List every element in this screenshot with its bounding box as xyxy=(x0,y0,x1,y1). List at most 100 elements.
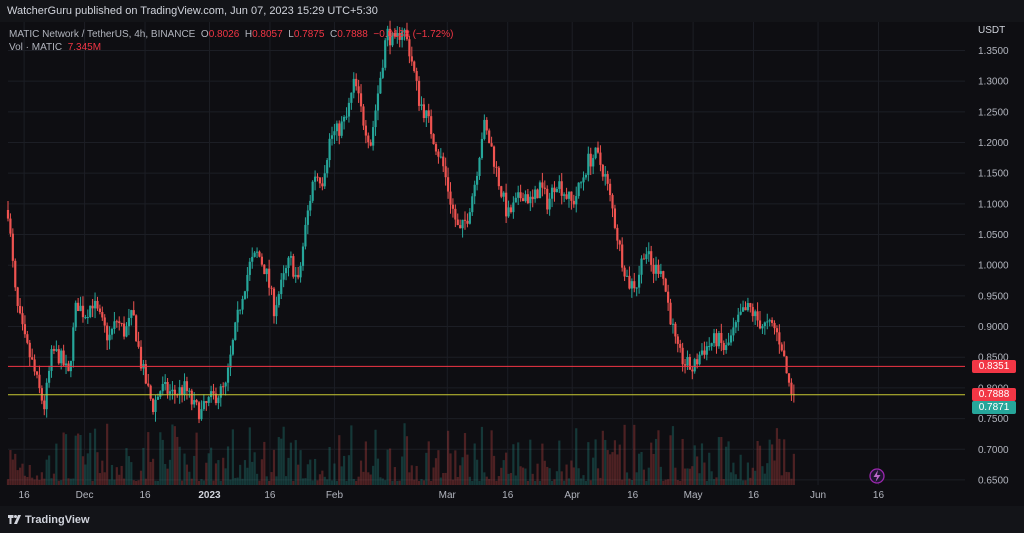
candle-body xyxy=(35,371,39,375)
volume-bar xyxy=(444,472,447,485)
candle-body xyxy=(705,346,708,355)
volume-bar xyxy=(16,470,19,485)
candle-body xyxy=(434,144,438,152)
volume-bar xyxy=(749,477,752,485)
volume-row: Vol · MATIC 7.345M xyxy=(9,41,453,54)
volume-bar xyxy=(55,443,58,485)
candle-body xyxy=(454,208,457,220)
volume-bar xyxy=(732,462,735,485)
candle-body xyxy=(686,357,689,366)
candle-body xyxy=(154,399,157,412)
candle-body xyxy=(214,393,218,404)
volume-bar xyxy=(122,478,126,485)
candle-body xyxy=(113,321,116,329)
volume-bar xyxy=(246,467,249,485)
close-label: C xyxy=(329,29,338,40)
candle-body xyxy=(260,256,263,265)
candle-body xyxy=(72,327,75,361)
candle-body xyxy=(11,233,14,261)
volume-bar xyxy=(766,463,769,485)
volume-bar xyxy=(761,466,764,485)
time-axis[interactable] xyxy=(0,485,1024,506)
candle-body xyxy=(451,204,455,209)
volume-bar xyxy=(548,468,551,485)
volume-bar xyxy=(282,426,285,485)
volume-bar xyxy=(253,452,256,485)
symbol-legend[interactable]: MATIC Network / TetherUS, 4h, BINANCE O0… xyxy=(9,28,453,54)
candle-body xyxy=(364,125,367,136)
volume-label: Vol · MATIC xyxy=(9,42,63,53)
volume-bar xyxy=(224,468,227,485)
candle-body xyxy=(778,332,781,345)
volume-bar xyxy=(62,432,65,485)
time-tick-label: 16 xyxy=(873,490,885,501)
volume-bar xyxy=(40,472,43,485)
candle-body xyxy=(654,264,658,274)
candle-body xyxy=(756,311,759,321)
candlestick-chart[interactable]: 1.3500 1.3000 1.2500 1.2000 1.1500 1.1000 1.05… xyxy=(0,0,1024,506)
volume-bar xyxy=(512,444,515,485)
candle-body xyxy=(239,309,242,311)
volume-bar xyxy=(137,480,140,485)
volume-bar xyxy=(739,454,742,485)
candle-body xyxy=(9,218,12,234)
candle-body xyxy=(263,264,266,275)
volume-bar xyxy=(676,480,679,485)
volume-bar xyxy=(640,451,643,485)
candle-body xyxy=(347,102,351,117)
volume-bar xyxy=(751,467,754,485)
change-value: −0.0138 (−1.72%) xyxy=(373,29,454,40)
tradingview-logo[interactable]: TradingView xyxy=(8,514,90,526)
candle-body xyxy=(550,187,554,199)
candle-body xyxy=(205,401,208,403)
volume-bar xyxy=(89,432,92,485)
volume-bar xyxy=(340,466,343,485)
price-tick-label: 0.7000 xyxy=(978,445,1009,456)
candle-body xyxy=(480,138,484,158)
volume-bar xyxy=(164,464,167,485)
candle-body xyxy=(243,291,247,299)
volume-bar xyxy=(485,476,488,485)
candle-body xyxy=(120,323,123,325)
volume-bar xyxy=(195,432,198,485)
volume-bar xyxy=(652,453,655,485)
candle-body xyxy=(106,325,109,341)
lightning-icon[interactable] xyxy=(869,468,885,484)
candle-body xyxy=(396,33,399,37)
candle-body xyxy=(224,382,227,387)
price-tick-label: 1.3000 xyxy=(978,77,1009,88)
candle-body xyxy=(621,244,624,268)
candle-body xyxy=(463,219,467,221)
candle-body xyxy=(751,307,754,317)
volume-bar xyxy=(118,474,121,485)
volume-bar xyxy=(550,480,554,485)
candle-body xyxy=(23,324,27,335)
volume-bar xyxy=(86,453,89,485)
candle-body xyxy=(234,322,237,340)
tradingview-label: TradingView xyxy=(25,514,90,526)
candle-body xyxy=(55,349,58,351)
volume-bar xyxy=(787,472,791,485)
volume-bar xyxy=(703,462,706,485)
price-badge: 0.8351 xyxy=(972,359,1016,373)
volume-bar xyxy=(151,458,155,485)
candle-body xyxy=(355,78,358,87)
volume-bar xyxy=(352,478,355,485)
candle-body xyxy=(555,188,558,193)
volume-bar xyxy=(376,458,380,485)
candle-body xyxy=(251,256,254,262)
candle-body xyxy=(526,194,529,204)
candle-body xyxy=(483,119,486,139)
candle-body xyxy=(357,86,360,94)
volume-bar xyxy=(770,444,774,485)
candle-body xyxy=(439,156,442,158)
candle-body xyxy=(403,29,406,32)
candle-body xyxy=(567,191,571,199)
volume-bar xyxy=(432,467,435,485)
volume-bar xyxy=(696,456,699,485)
volume-bar xyxy=(207,453,210,485)
candle-body xyxy=(744,307,747,311)
volume-bar xyxy=(381,478,384,485)
candle-body xyxy=(712,333,716,344)
volume-bar xyxy=(463,433,467,485)
